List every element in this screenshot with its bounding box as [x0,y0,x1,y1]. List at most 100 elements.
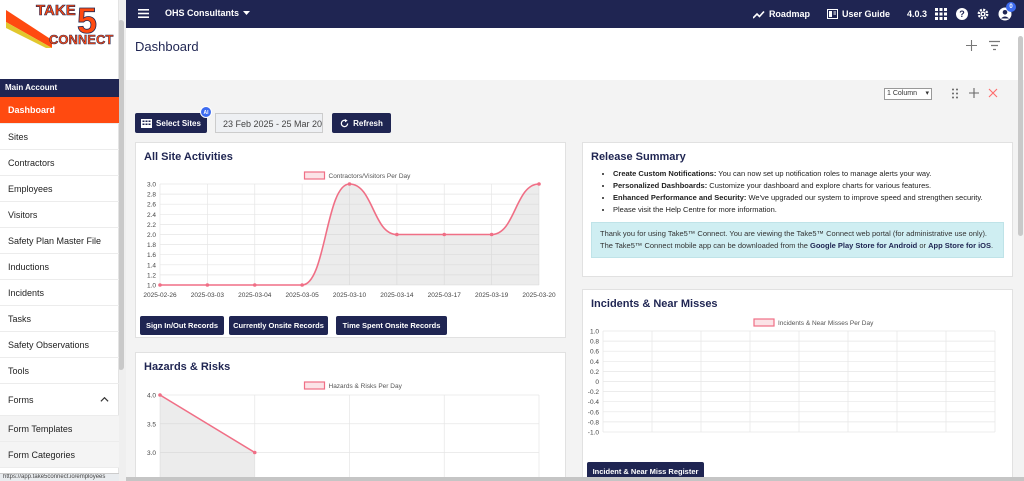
x-tick-label: 2025-03-10 [333,292,367,299]
app-version: 4.0.3 [906,9,927,19]
legend-label: Hazards & Risks Per Day [329,383,403,390]
incidents-card [582,289,1013,481]
sidebar-item-forms[interactable]: Forms [0,384,119,416]
sidebar-item-inductions[interactable]: Inductions [0,254,119,280]
building-icon [141,118,153,128]
y-tick-label: 0.2 [590,369,599,376]
status-bar-url: https://app.take5connect.io/employees [0,473,119,481]
take5-connect-logo[interactable]: TAKE 5 CONNECT [6,0,114,48]
select-sites-button[interactable]: Select Sites [135,113,207,133]
data-point [252,283,257,287]
add-row-icon[interactable] [969,88,979,98]
y-tick-label: 0 [595,379,599,386]
sidebar-item-tasks[interactable]: Tasks [0,306,119,332]
sidebar-item-form-categories[interactable]: Form Categories [0,442,119,468]
column-layout-select[interactable]: 1 Column ▾ [884,88,932,100]
release-notes-list: Create Custom Notifications: You can now… [603,168,1003,216]
apps-grid-icon[interactable] [935,8,947,20]
sidebar-item-form-templates[interactable]: Form Templates [0,416,119,442]
date-range-input[interactable]: 23 Feb 2025 - 25 Mar 2025 [215,113,323,133]
x-tick-label: 2025-03-05 [286,292,320,299]
user-account-button[interactable]: 0 [998,2,1016,21]
info-line-2: The Take5™ Connect mobile app can be dow… [600,241,994,250]
release-note-item: Personalized Dashboards: Customize your … [613,180,1003,192]
svg-text:?: ? [959,9,965,19]
filter-icon[interactable] [989,40,1000,51]
main-scrollbar[interactable] [1018,36,1023,236]
app-store-link[interactable]: App Store for iOS [928,241,991,250]
y-tick-label: -0.4 [588,399,600,406]
organization-selector[interactable]: OHS Consultants [165,8,251,18]
sidebar-scrollbar[interactable] [118,20,124,370]
svg-text:CONNECT: CONNECT [49,32,113,47]
horizontal-scrollbar[interactable] [126,477,1024,481]
y-tick-label: 3.0 [147,182,156,189]
y-tick-label: 1.2 [147,272,156,279]
select-sites-label: Select Sites [156,118,201,128]
y-tick-label: -0.2 [588,389,600,396]
data-point [205,283,210,287]
y-tick-label: 2.0 [147,232,156,239]
notification-badge: 0 [1006,2,1016,12]
data-point [158,283,162,287]
legend-swatch [753,318,775,327]
release-summary-title: Release Summary [591,151,686,163]
sidebar-item-contractors[interactable]: Contractors [0,150,119,176]
column-layout-value: 1 Column [887,90,917,97]
user-guide-link[interactable]: User Guide [826,9,890,19]
data-point [158,393,162,397]
y-tick-label: -0.6 [588,409,600,416]
trend-icon [752,10,765,19]
svg-text:TAKE: TAKE [36,2,76,19]
gear-icon[interactable] [977,8,989,20]
y-tick-label: 1.6 [147,252,156,259]
sidebar-item-dashboard[interactable]: Dashboard [0,97,119,124]
y-tick-label: 3.0 [147,450,156,457]
roadmap-label: Roadmap [768,9,810,19]
legend-swatch [303,171,326,180]
menu-icon[interactable] [138,9,149,18]
x-tick-label: 2025-03-19 [475,292,509,299]
data-point [537,182,541,186]
add-widget-icon[interactable] [966,40,977,51]
y-tick-label: 4.0 [147,393,156,400]
refresh-label: Refresh [353,118,383,128]
incident-register-button[interactable]: Incident & Near Miss Register [587,462,704,481]
y-tick-label: 2.6 [147,202,156,209]
y-tick-label: 2.4 [147,212,156,219]
sidebar-item-visitors[interactable]: Visitors [0,202,119,228]
top-navigation-bar: OHS Consultants Roadmap User Guide 4.0.3… [126,0,1024,28]
drag-handle-icon[interactable] [951,88,959,99]
sidebar-item-safety-observations[interactable]: Safety Observations [0,332,119,358]
close-icon[interactable] [988,88,998,98]
x-tick-label: 2025-03-20 [522,292,556,299]
y-tick-label: 1.8 [147,242,156,249]
hazards-risks-card [135,352,566,481]
y-tick-label: 2.8 [147,192,156,199]
y-tick-label: 2.2 [147,222,156,229]
legend-label: Contractors/Visitors Per Day [329,173,412,180]
sidebar-item-tools[interactable]: Tools [0,358,119,384]
data-point [252,450,257,455]
series-area [160,184,539,285]
roadmap-link[interactable]: Roadmap [752,9,810,19]
help-icon[interactable]: ? [956,8,968,20]
sidebar-item-incidents[interactable]: Incidents [0,280,119,306]
currently-onsite-records-button[interactable]: Currently Onsite Records [229,316,328,335]
sidebar-item-sites[interactable]: Sites [0,124,119,150]
organization-name: OHS Consultants [165,8,240,18]
sign-in-out-records-button[interactable]: Sign In/Out Records [140,316,224,335]
select-arrow-icon: ▾ [925,90,929,97]
sidebar-nav: Dashboard Sites Contractors Employees Vi… [0,97,119,468]
sidebar-item-employees[interactable]: Employees [0,176,119,202]
refresh-button[interactable]: Refresh [332,113,391,133]
release-note-item: Enhanced Performance and Security: We've… [613,192,1003,204]
release-note-item: Please visit the Help Centre for more in… [613,204,1003,216]
google-play-link[interactable]: Google Play Store for Android [810,241,918,250]
time-spent-onsite-records-button[interactable]: Time Spent Onsite Records [336,316,447,335]
activities-chart: Contractors/Visitors Per Day 3.0 2.8 2.6 2.4… [143,171,556,299]
y-tick-label: 0.8 [590,339,599,346]
sidebar-item-safety-plan-master-file[interactable]: Safety Plan Master File [0,228,119,254]
x-tick-label: 2025-03-03 [191,292,225,299]
activities-title: All Site Activities [144,151,233,163]
